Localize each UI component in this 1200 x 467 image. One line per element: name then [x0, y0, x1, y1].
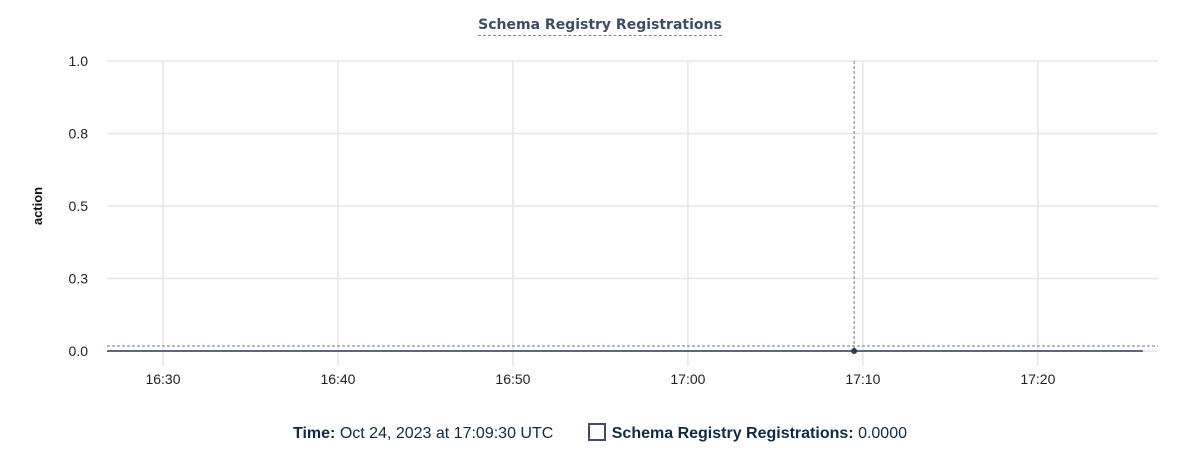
x-tick-label: 17:20 — [1020, 371, 1055, 387]
hover-legend: Time: Oct 24, 2023 at 17:09:30 UTC Schem… — [0, 423, 1200, 443]
series-value: 0.0000 — [858, 425, 907, 442]
series-label: Schema Registry Registrations: — [611, 425, 854, 442]
x-tick-label: 16:30 — [145, 371, 180, 387]
y-tick-label: 0.8 — [69, 126, 89, 142]
y-tick-label: 0.5 — [69, 198, 89, 214]
time-value: Oct 24, 2023 at 17:09:30 UTC — [339, 425, 554, 442]
x-tick-label: 16:40 — [320, 371, 355, 387]
y-tick-label: 0.3 — [69, 271, 89, 287]
x-tick-label: 17:10 — [845, 371, 880, 387]
y-tick-label: 0.0 — [69, 343, 89, 359]
y-axis-label: action — [30, 187, 45, 225]
x-tick-label: 17:00 — [670, 371, 705, 387]
y-tick-label: 1.0 — [69, 53, 89, 69]
series-checkbox[interactable] — [587, 423, 606, 441]
chart-title[interactable]: Schema Registry Registrations — [478, 17, 722, 36]
cursor-point — [851, 348, 858, 354]
time-label: Time: — [292, 425, 336, 442]
x-tick-label: 16:50 — [495, 371, 530, 387]
